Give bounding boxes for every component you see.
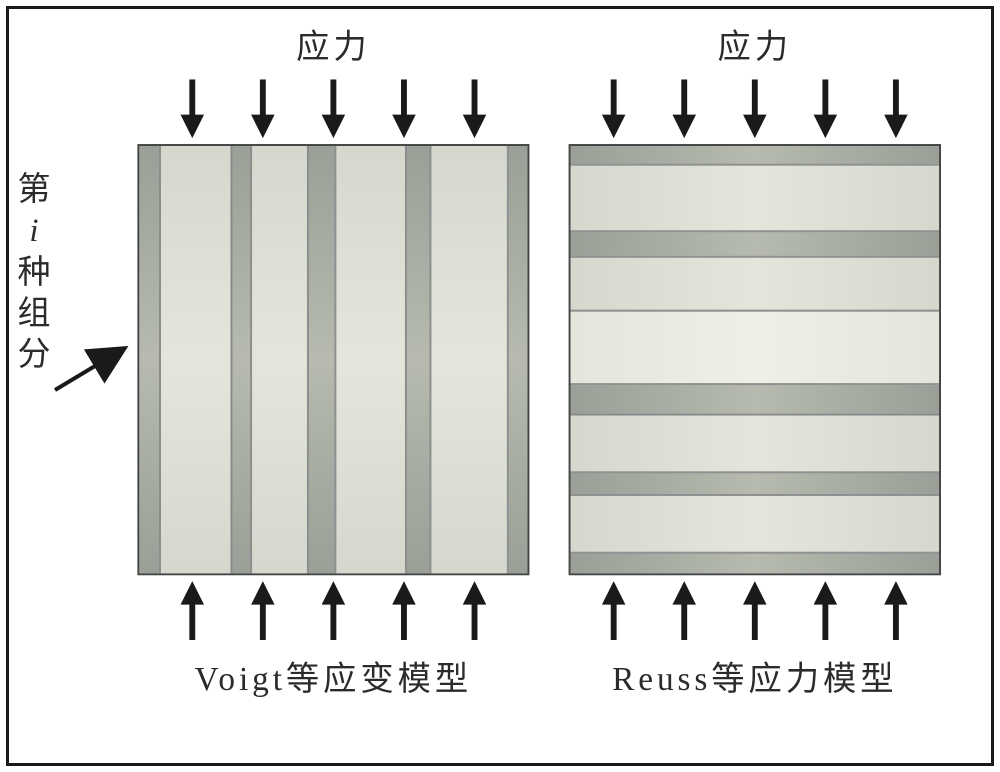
reuss-strip	[571, 257, 939, 311]
reuss-bottom-arrows	[602, 581, 908, 640]
reuss-strip	[571, 472, 939, 494]
voigt-strip	[160, 146, 231, 573]
arrow-up-icon	[322, 581, 346, 640]
reuss-panel: 应力 Reuss等应力模型	[569, 20, 941, 700]
reuss-bottom-label: Reuss等应力模型	[612, 652, 897, 700]
arrow-up-icon	[251, 581, 275, 640]
voigt-strip	[251, 146, 307, 573]
arrow-down-icon	[463, 79, 487, 138]
arrow-up-icon	[884, 581, 908, 640]
arrow-up-icon	[392, 581, 416, 640]
voigt-strip	[308, 146, 335, 573]
arrow-down-icon	[251, 79, 275, 138]
reuss-strip	[571, 146, 939, 165]
reuss-strip	[571, 415, 939, 473]
reuss-top-label: 应力	[718, 20, 792, 68]
arrow-down-icon	[602, 79, 626, 138]
arrow-up-icon	[463, 581, 487, 640]
arrow-up-icon	[814, 581, 838, 640]
arrow-down-icon	[392, 79, 416, 138]
voigt-bottom-label: Voigt等应变模型	[195, 652, 472, 700]
reuss-strip	[571, 552, 939, 573]
voigt-bottom-arrows	[181, 581, 487, 640]
arrow-down-icon	[884, 79, 908, 138]
voigt-strip	[508, 146, 527, 573]
voigt-strip	[335, 146, 406, 573]
voigt-top-label: 应力	[296, 20, 370, 68]
voigt-strip	[430, 146, 508, 573]
arrow-down-icon	[181, 79, 205, 138]
reuss-strip	[571, 311, 939, 385]
reuss-strip	[571, 494, 939, 552]
arrow-up-icon	[602, 581, 626, 640]
voigt-strip	[406, 146, 430, 573]
voigt-strip	[231, 146, 251, 573]
arrow-up-icon	[743, 581, 767, 640]
main-container: 应力 Voigt等应变模型 应力 Reuss等应力模型	[10, 0, 990, 719]
reuss-strip	[571, 231, 939, 257]
arrow-up-icon	[672, 581, 696, 640]
voigt-strip	[139, 146, 160, 573]
arrow-down-icon	[743, 79, 767, 138]
reuss-top-arrows	[602, 79, 908, 138]
arrow-down-icon	[814, 79, 838, 138]
reuss-strip	[571, 385, 939, 415]
voigt-panel: 应力 Voigt等应变模型	[137, 20, 529, 700]
arrow-up-icon	[181, 581, 205, 640]
reuss-strip	[571, 165, 939, 231]
voigt-block	[137, 144, 529, 575]
reuss-block	[569, 144, 941, 575]
arrow-down-icon	[672, 79, 696, 138]
arrow-down-icon	[322, 79, 346, 138]
voigt-top-arrows	[181, 79, 487, 138]
